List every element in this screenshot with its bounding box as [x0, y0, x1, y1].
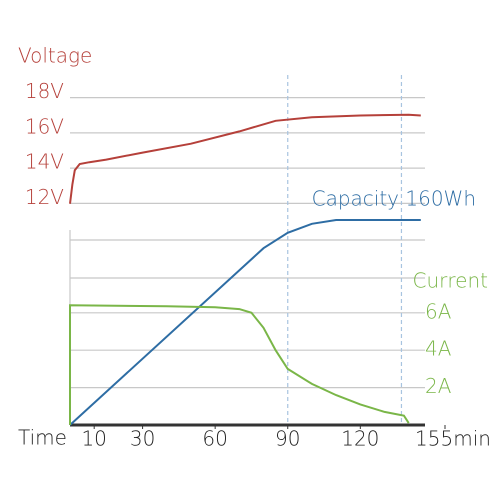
y-tick-label: 16V — [25, 114, 64, 138]
series-label: Voltage — [18, 44, 92, 68]
y2-tick-label: 2A — [425, 374, 452, 398]
y-tick-label: 18V — [25, 79, 64, 103]
y-tick-label: 12V — [25, 185, 64, 209]
x-tick-label: 90 — [275, 427, 300, 451]
x-tick-label: 30 — [130, 427, 155, 451]
series-line — [69, 113, 421, 204]
y2-tick-label: 6A — [425, 299, 452, 323]
x-tick-label: 155min — [415, 427, 491, 451]
series-line — [69, 304, 410, 425]
series-label: Capacity 160Wh — [312, 187, 476, 211]
x-tick-label: 60 — [202, 427, 227, 451]
x-axis-label: Time — [18, 426, 67, 450]
x-tick-label: 10 — [81, 427, 106, 451]
y2-tick-label: 4A — [425, 337, 452, 361]
x-tick-label: 120 — [341, 427, 379, 451]
y-tick-label: 14V — [25, 150, 64, 174]
series-line — [69, 219, 421, 426]
series-label: Current — [413, 269, 488, 293]
